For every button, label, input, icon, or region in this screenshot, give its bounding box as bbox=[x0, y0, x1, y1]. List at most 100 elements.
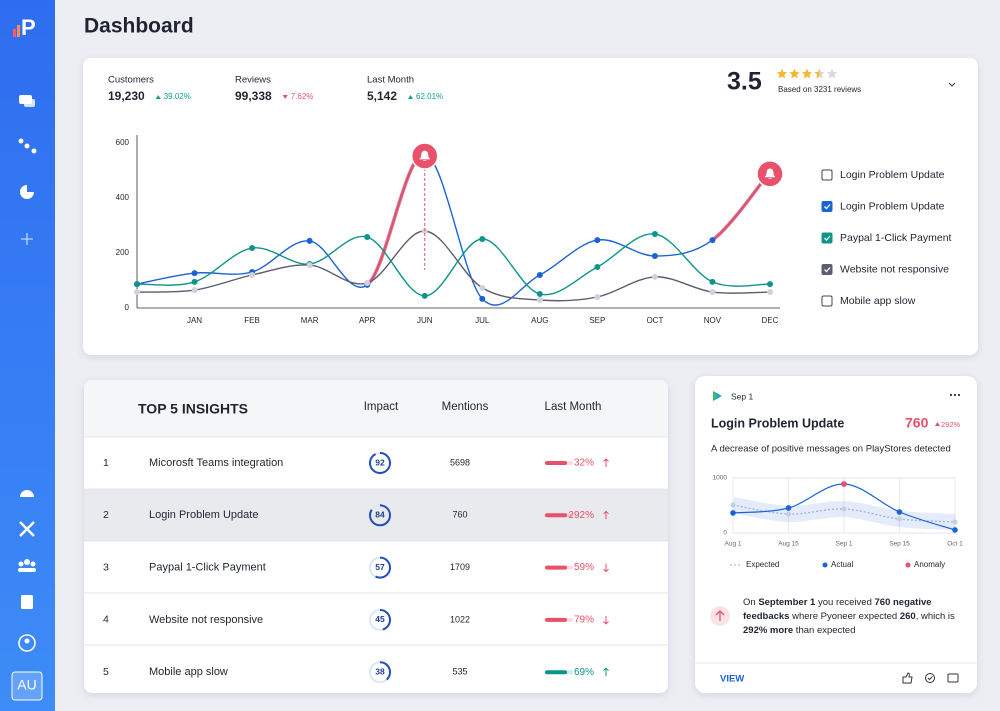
mini-x-tick: Oct 1 bbox=[947, 541, 963, 548]
data-point bbox=[364, 279, 371, 286]
mini-point bbox=[897, 516, 902, 522]
data-point bbox=[594, 237, 601, 244]
row-change: 59% bbox=[574, 562, 594, 573]
message-part: September 1 bbox=[758, 597, 816, 608]
stat-label: Reviews bbox=[235, 75, 271, 86]
legend-check bbox=[824, 204, 831, 210]
bell-icon bbox=[419, 150, 430, 161]
legend-checkbox[interactable] bbox=[821, 264, 833, 275]
data-point bbox=[536, 290, 543, 297]
row-change: 292% bbox=[568, 510, 594, 521]
mini-point bbox=[785, 505, 792, 511]
stat-value: 5,142 bbox=[367, 89, 397, 103]
message-part: 760 negative bbox=[875, 597, 932, 608]
nav-add[interactable] bbox=[21, 233, 33, 245]
row-name: Website not responsive bbox=[149, 614, 263, 626]
message-part: , which is bbox=[916, 611, 955, 622]
data-point bbox=[651, 273, 658, 280]
user-initials: AU bbox=[17, 677, 36, 693]
legend-label: Paypal 1-Click Payment bbox=[840, 232, 952, 244]
y-tick-label: 0 bbox=[125, 303, 130, 312]
mini-point bbox=[730, 510, 736, 516]
row-rank: 4 bbox=[103, 614, 109, 626]
mini-y-tick: 0 bbox=[723, 530, 727, 537]
stat-change: 62.01% bbox=[416, 92, 443, 101]
row-rank: 5 bbox=[103, 666, 109, 678]
row-trend-arrow bbox=[603, 667, 609, 677]
rating-score: 3.5 bbox=[727, 68, 762, 96]
legend-checkbox[interactable] bbox=[821, 295, 833, 307]
data-point bbox=[364, 234, 371, 241]
trend-bar bbox=[545, 565, 567, 570]
trend-bar bbox=[545, 670, 567, 675]
nav-network[interactable] bbox=[18, 138, 24, 144]
row-mentions: 760 bbox=[452, 510, 467, 520]
impact-ring bbox=[369, 556, 391, 579]
bell-icon bbox=[764, 168, 776, 179]
impact-value: 57 bbox=[375, 562, 385, 572]
x-tick-label: JUN bbox=[417, 316, 433, 325]
mini-point bbox=[896, 509, 903, 515]
rating-star bbox=[814, 68, 825, 79]
row-trend-arrow bbox=[603, 458, 609, 467]
impact-value: 38 bbox=[375, 666, 385, 676]
nav-profile[interactable] bbox=[18, 634, 36, 652]
insight-message-line: 292% more than expected bbox=[743, 625, 856, 636]
column-header: Mentions bbox=[442, 401, 489, 413]
data-point bbox=[191, 270, 198, 277]
row-mentions: 535 bbox=[452, 667, 467, 677]
data-point bbox=[767, 289, 773, 296]
nav-alerts[interactable] bbox=[20, 490, 34, 497]
trend-arrow bbox=[282, 95, 288, 99]
trend-arrow bbox=[408, 95, 414, 99]
resolve-button[interactable] bbox=[925, 673, 935, 683]
data-point bbox=[191, 278, 198, 285]
data-point bbox=[536, 297, 543, 304]
row-name: Paypal 1-Click Payment bbox=[149, 562, 266, 574]
dropdown-chevron[interactable] bbox=[948, 82, 956, 87]
like-button[interactable] bbox=[902, 672, 913, 684]
row-trend-arrow bbox=[603, 510, 609, 520]
trend-bar bbox=[545, 513, 567, 518]
data-point bbox=[479, 235, 486, 242]
insights-header bbox=[84, 380, 668, 437]
data-point bbox=[134, 289, 140, 296]
nav-tools[interactable] bbox=[19, 521, 35, 537]
x-tick-label: SEP bbox=[589, 316, 605, 325]
stat-label: Customers bbox=[108, 75, 154, 86]
legend-checkbox[interactable] bbox=[821, 201, 833, 212]
message-part: you received bbox=[815, 597, 874, 608]
mini-legend-label: Expected bbox=[746, 560, 779, 569]
trend-bar bbox=[545, 461, 567, 465]
legend-checkbox[interactable] bbox=[821, 169, 833, 181]
legend-checkbox[interactable] bbox=[821, 232, 833, 244]
nav-book[interactable] bbox=[21, 595, 33, 609]
data-point bbox=[536, 272, 543, 278]
more-menu[interactable] bbox=[949, 393, 953, 397]
logo-bar bbox=[17, 25, 20, 37]
stat-change: 7.62% bbox=[291, 92, 314, 101]
detail-date: Sep 1 bbox=[731, 391, 753, 401]
comment-button[interactable] bbox=[947, 673, 959, 683]
nav-users[interactable] bbox=[24, 559, 30, 565]
data-point bbox=[249, 245, 256, 252]
nav-pie[interactable] bbox=[20, 185, 34, 199]
detail-value: 760 bbox=[905, 415, 929, 431]
stat-value: 99,338 bbox=[235, 89, 272, 103]
data-point bbox=[767, 281, 773, 288]
row-name: Login Problem Update bbox=[149, 509, 258, 521]
mini-point bbox=[952, 519, 958, 525]
mini-point bbox=[786, 511, 791, 517]
mini-legend-label: Anomaly bbox=[914, 560, 945, 569]
message-part: On bbox=[743, 597, 758, 608]
legend-label: Login Problem Update bbox=[840, 169, 945, 181]
page-title: Dashboard bbox=[84, 15, 194, 38]
rating-star bbox=[776, 68, 788, 79]
impact-value: 84 bbox=[375, 510, 385, 520]
message-part: 292% more bbox=[743, 625, 793, 636]
user-avatar[interactable] bbox=[11, 671, 43, 701]
data-point bbox=[191, 287, 198, 294]
x-tick-label: NOV bbox=[704, 316, 722, 325]
row-change: 79% bbox=[574, 615, 594, 626]
trend-arrow bbox=[155, 95, 161, 99]
